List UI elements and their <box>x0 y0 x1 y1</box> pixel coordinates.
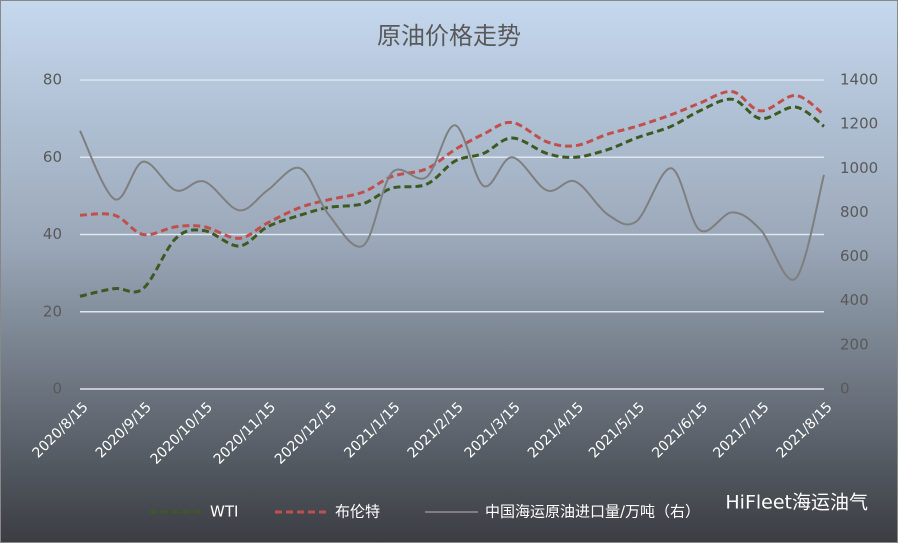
y2-tick-label: 1200 <box>840 115 878 133</box>
series-line <box>79 90 825 240</box>
watermark: HiFleet海运油气 <box>725 492 868 514</box>
series-line <box>79 124 825 281</box>
y2-tick-label: 800 <box>840 203 869 221</box>
y2-tick-label: 1400 <box>840 71 878 89</box>
y-tick-label: 40 <box>43 225 62 243</box>
legend-label: WTI <box>210 503 238 521</box>
y2-tick-label: 600 <box>840 247 869 265</box>
y-tick-label: 80 <box>43 71 62 89</box>
y-tick-label: 0 <box>52 380 62 398</box>
y2-tick-label: 0 <box>840 380 850 398</box>
y-tick-label: 20 <box>43 302 62 320</box>
legend-label: 布伦特 <box>335 503 380 521</box>
series-line <box>79 97 825 298</box>
y2-tick-label: 200 <box>840 335 869 353</box>
y2-tick-label: 400 <box>840 291 869 309</box>
y-tick-label: 60 <box>43 148 62 166</box>
y2-tick-label: 1000 <box>840 159 878 177</box>
legend-label: 中国海运原油进口量/万吨（右） <box>485 503 700 521</box>
chart-title: 原油价格走势 <box>377 22 521 50</box>
